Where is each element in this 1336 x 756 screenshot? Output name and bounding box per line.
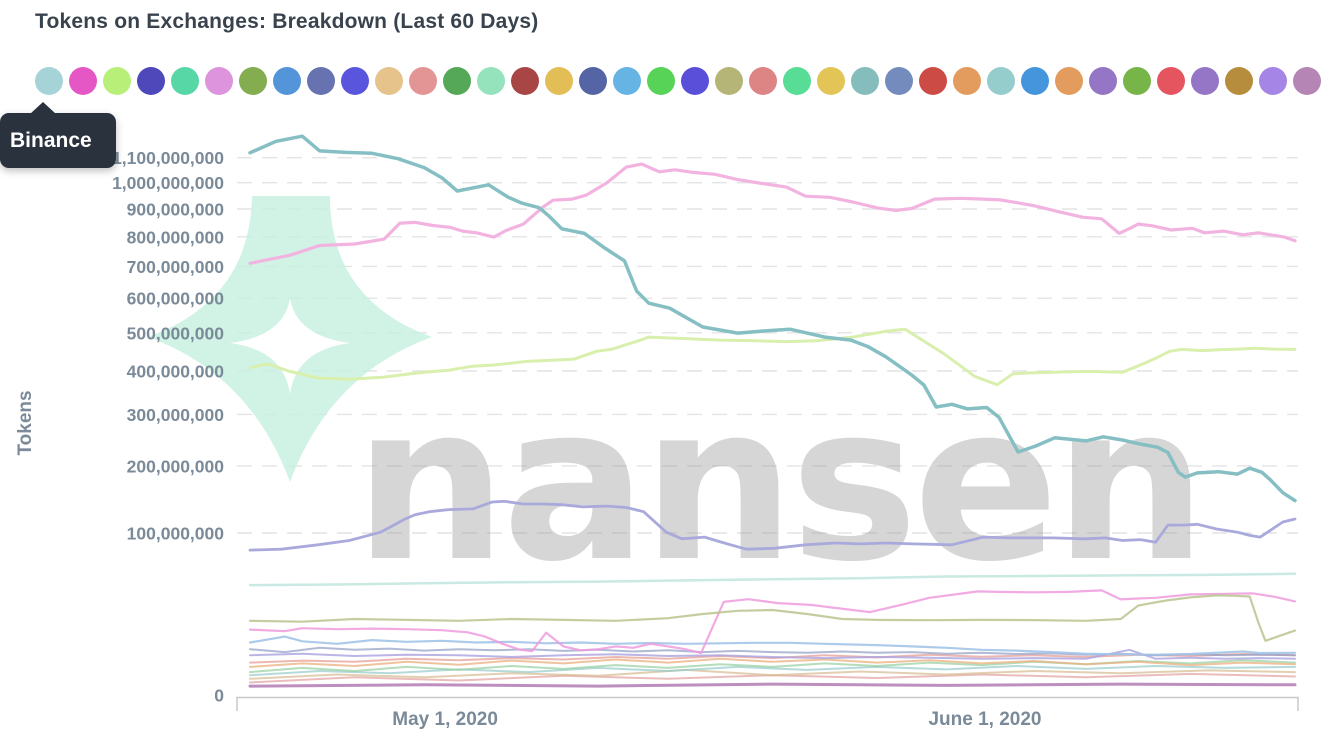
legend-dot[interactable] bbox=[1191, 67, 1219, 95]
tooltip-arrow-icon bbox=[30, 102, 56, 114]
series-line-purple-bottom bbox=[248, 682, 1297, 688]
legend-dot[interactable] bbox=[579, 67, 607, 95]
legend-dot[interactable] bbox=[817, 67, 845, 95]
legend-dot-binance[interactable] bbox=[35, 67, 63, 95]
legend-dot[interactable] bbox=[1293, 67, 1321, 95]
nansen-logo-hole bbox=[230, 298, 350, 394]
legend-dot-row bbox=[35, 67, 1321, 95]
series-line-tan-low bbox=[249, 668, 1296, 680]
y-tick-label: 800,000,000 bbox=[127, 227, 225, 247]
series-line-periwinkle-low bbox=[249, 648, 1296, 660]
legend-dot[interactable] bbox=[205, 67, 233, 95]
legend-dot[interactable] bbox=[681, 67, 709, 95]
watermark: nansen bbox=[148, 196, 1207, 609]
y-tick-label: 1,000,000,000 bbox=[112, 173, 224, 193]
legend-dot[interactable] bbox=[307, 67, 335, 95]
y-tick-label: 500,000,000 bbox=[127, 323, 225, 343]
legend-dot[interactable] bbox=[1259, 67, 1287, 95]
y-tick-label: 900,000,000 bbox=[127, 200, 225, 220]
series-line-periwinkle bbox=[248, 499, 1297, 552]
series-line-cyan-flat bbox=[248, 572, 1297, 587]
legend-dot[interactable] bbox=[783, 67, 811, 95]
legend-dot[interactable] bbox=[919, 67, 947, 95]
chart-title: Tokens on Exchanges: Breakdown (Last 60 … bbox=[35, 10, 539, 33]
series-line-salmon-low bbox=[249, 653, 1296, 664]
legend-dot[interactable] bbox=[987, 67, 1015, 95]
legend-dot[interactable] bbox=[749, 67, 777, 95]
legend-dot[interactable] bbox=[137, 67, 165, 95]
legend-dot[interactable] bbox=[885, 67, 913, 95]
series-line-crimson-low bbox=[249, 672, 1296, 684]
legend-dot[interactable] bbox=[647, 67, 675, 95]
x-tick-label: June 1, 2020 bbox=[928, 709, 1041, 730]
legend-dot[interactable] bbox=[409, 67, 437, 95]
legend-dot[interactable] bbox=[715, 67, 743, 95]
hover-tooltip: Binance bbox=[0, 102, 116, 168]
tooltip-label: Binance bbox=[10, 128, 92, 152]
legend-dot[interactable] bbox=[443, 67, 471, 95]
y-tick-label: 1,100,000,000 bbox=[112, 148, 224, 168]
legend-dot[interactable] bbox=[375, 67, 403, 95]
legend-dot[interactable] bbox=[511, 67, 539, 95]
y-tick-label: 200,000,000 bbox=[127, 456, 225, 476]
legend-dot[interactable] bbox=[69, 67, 97, 95]
y-axis-title: Tokens bbox=[15, 390, 36, 455]
series-line-green-low bbox=[249, 659, 1296, 674]
nansen-logo-icon bbox=[148, 196, 432, 482]
legend-dot[interactable] bbox=[545, 67, 573, 95]
legend-dot[interactable] bbox=[851, 67, 879, 95]
y-tick-label: 600,000,000 bbox=[127, 289, 225, 309]
y-tick-label: 300,000,000 bbox=[127, 405, 225, 425]
legend-dot[interactable] bbox=[1089, 67, 1117, 95]
legend-dot[interactable] bbox=[1225, 67, 1253, 95]
x-tick-label: May 1, 2020 bbox=[392, 709, 498, 730]
series-line-khaki-olive bbox=[248, 594, 1297, 642]
legend-dot[interactable] bbox=[1157, 67, 1185, 95]
legend-dot[interactable] bbox=[1021, 67, 1049, 95]
series-line-lime bbox=[248, 327, 1297, 387]
y-tick-label: 100,000,000 bbox=[127, 524, 225, 544]
series-line-slate-low bbox=[249, 646, 1296, 657]
axis-labels: 0 100,000,000 200,000,000 300,000,000 400,00… bbox=[15, 148, 1299, 730]
legend-dot[interactable] bbox=[613, 67, 641, 95]
series-line-orange-low bbox=[249, 657, 1296, 668]
series-line-teal-low bbox=[249, 665, 1296, 677]
legend-dot[interactable] bbox=[341, 67, 369, 95]
series-line-pink bbox=[248, 162, 1297, 265]
y-tick-label: 0 bbox=[214, 686, 224, 706]
legend-dot[interactable] bbox=[273, 67, 301, 95]
legend-dot[interactable] bbox=[103, 67, 131, 95]
watermark-wordmark: nansen bbox=[354, 358, 1202, 609]
x-axis-line bbox=[236, 696, 1299, 711]
legend-dot[interactable] bbox=[239, 67, 267, 95]
y-tick-label: 700,000,000 bbox=[127, 257, 225, 277]
legend-dot[interactable] bbox=[477, 67, 505, 95]
legend-dot[interactable] bbox=[953, 67, 981, 95]
series-lines bbox=[248, 134, 1297, 688]
series-line-magenta-low bbox=[248, 589, 1297, 655]
legend-dot[interactable] bbox=[1055, 67, 1083, 95]
legend-dot[interactable] bbox=[1123, 67, 1151, 95]
series-line-light-blue bbox=[248, 635, 1297, 656]
legend-dot[interactable] bbox=[171, 67, 199, 95]
series-line-binance bbox=[248, 134, 1297, 503]
gridlines bbox=[237, 156, 1298, 534]
y-tick-label: 400,000,000 bbox=[127, 362, 225, 382]
